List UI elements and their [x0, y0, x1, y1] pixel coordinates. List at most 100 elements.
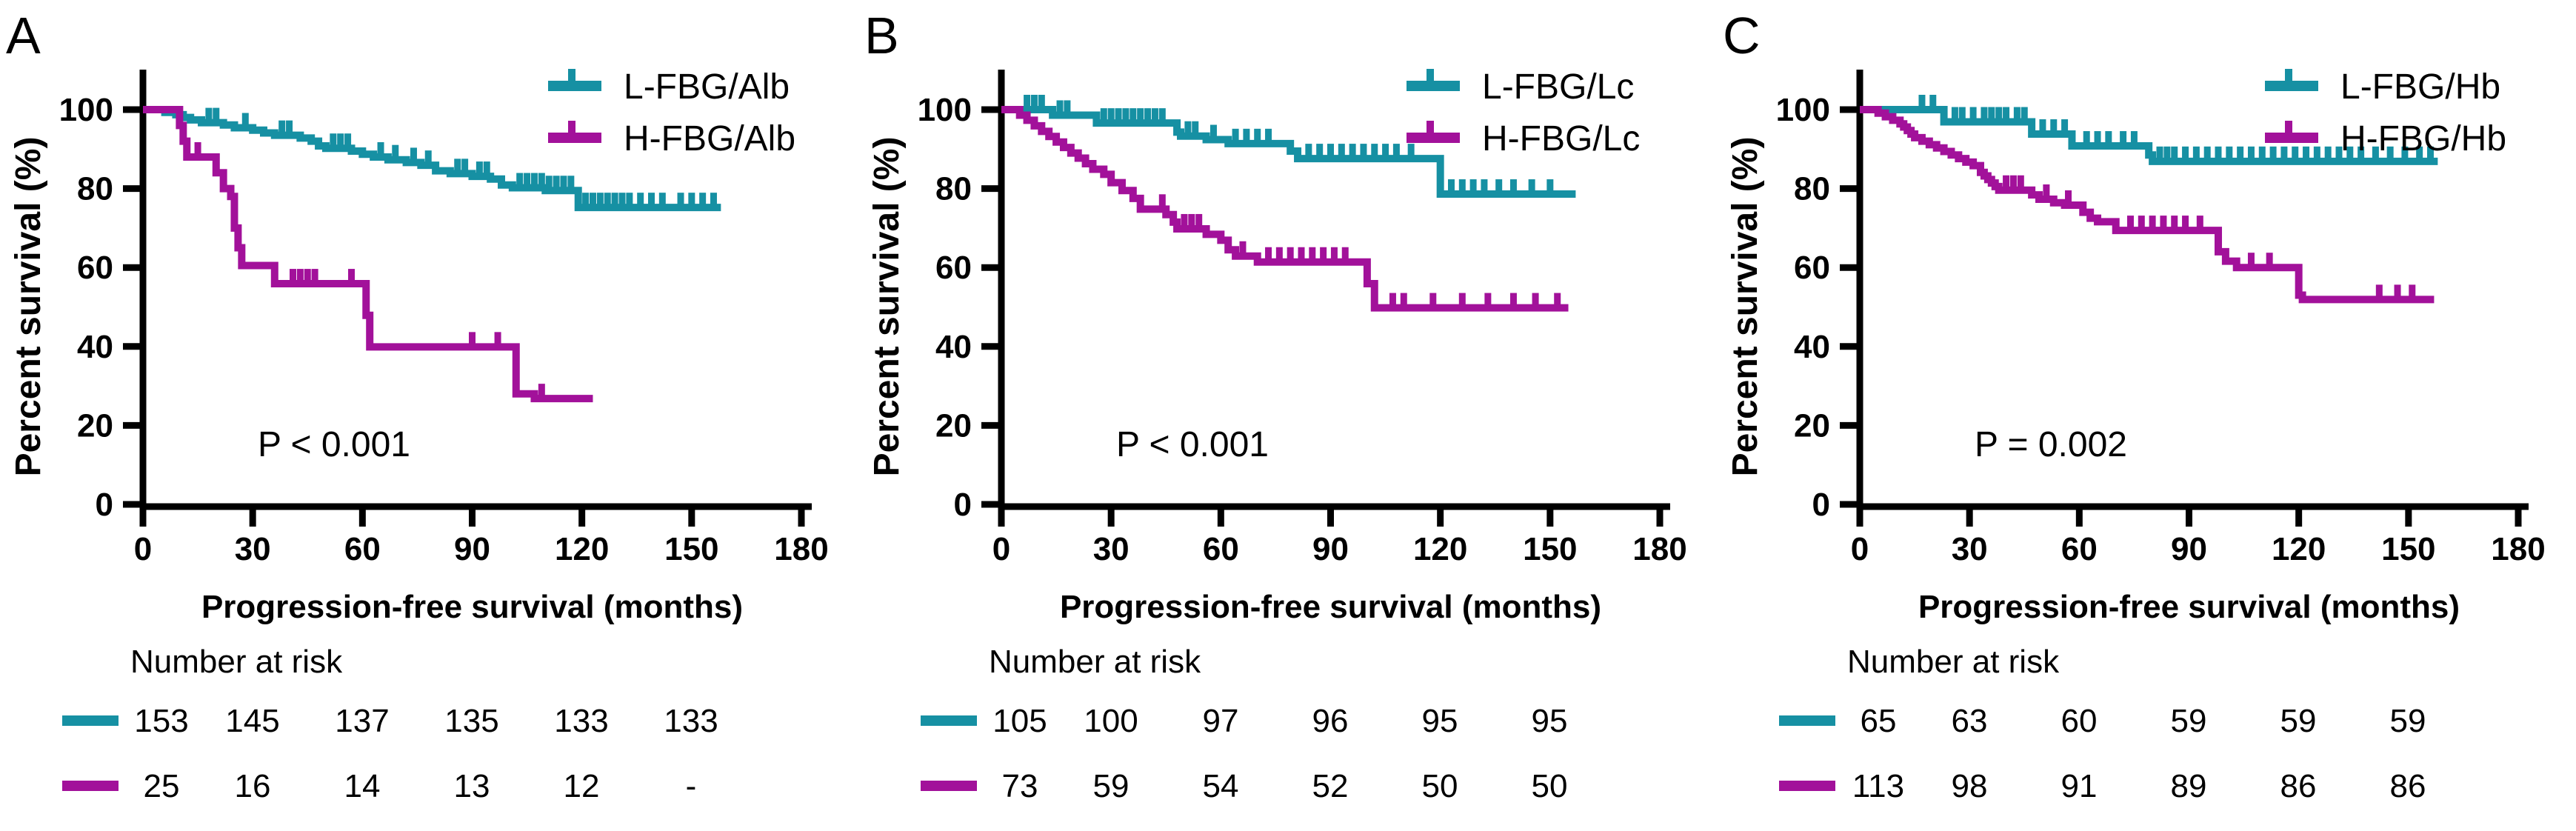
panel-label-a: A [6, 7, 41, 64]
y-tick-label: 0 [96, 487, 113, 523]
panel-a: A Percent survival (%) 0 20 40 60 80 100 0 30 60 90… [0, 0, 858, 831]
risk-count-l-fbg-lc-t60: 97 [1203, 703, 1239, 739]
y-tick-label: 80 [77, 171, 113, 207]
risk-count-l-fbg-hb-t150: 59 [2390, 703, 2426, 739]
risk-count-h-fbg-hb-t120: 86 [2280, 768, 2317, 804]
x-tick-label: 0 [134, 531, 152, 567]
y-tick-label: 40 [935, 329, 972, 365]
risk-count-l-fbg-alb-t90: 135 [444, 703, 498, 739]
risk-count-h-fbg-alb-t120: 12 [564, 768, 600, 804]
x-tick-label: 120 [2272, 531, 2326, 567]
censor-ticks-h-fbg-alb [194, 141, 545, 396]
survival-curve-l-fbg-lc [1001, 106, 1576, 198]
censor-ticks-l-fbg-lc [1024, 95, 1554, 192]
y-tick-label: 60 [77, 250, 113, 286]
x-axis-title: Progression-free survival (months) [1060, 589, 1601, 625]
legend-label-h-fbg-hb: H-FBG/Hb [2340, 119, 2506, 158]
risk-count-h-fbg-lc-t120: 50 [1422, 768, 1458, 804]
risk-count-l-fbg-alb-t150: 133 [664, 703, 718, 739]
y-tick-label: 100 [1776, 92, 1830, 128]
y-tick-label: 40 [1794, 329, 1830, 365]
x-tick-label: 60 [344, 531, 381, 567]
survival-curve-h-fbg-hb [1860, 106, 2435, 304]
risk-count-h-fbg-hb-t90: 89 [2171, 768, 2207, 804]
risk-count-h-fbg-lc-t30: 59 [1093, 768, 1129, 804]
risk-count-h-fbg-hb-t150: 86 [2390, 768, 2426, 804]
x-tick-label: 120 [1413, 531, 1467, 567]
risk-count-l-fbg-hb-t90: 59 [2171, 703, 2207, 739]
legend-label-l-fbg-hb: L-FBG/Hb [2340, 67, 2500, 107]
x-tick-label: 90 [1312, 531, 1349, 567]
y-tick-label: 0 [954, 487, 972, 523]
x-tick-label: 0 [992, 531, 1010, 567]
risk-count-l-fbg-lc-t150: 95 [1532, 703, 1568, 739]
km-chart-b: B Percent survival (%) 0 20 40 60 80 100 0 30 60 90… [864, 7, 1687, 804]
risk-count-l-fbg-hb-t0: 65 [1861, 703, 1897, 739]
risk-count-l-fbg-hb-t120: 59 [2280, 703, 2317, 739]
risk-count-h-fbg-alb-t150: - [686, 768, 697, 804]
number-at-risk-header: Number at risk [130, 644, 343, 680]
legend-label-l-fbg-lc: L-FBG/Lc [1482, 67, 1634, 107]
survival-curve-l-fbg-hb [1860, 106, 2438, 165]
censor-ticks-h-fbg-lc [1158, 194, 1561, 305]
km-chart-a: A Percent survival (%) 0 20 40 60 80 100 0 30 60 90… [6, 7, 829, 804]
survival-curve-l-fbg-alb [143, 106, 721, 212]
y-tick-label: 20 [935, 407, 972, 444]
y-axis-title: Percent survival (%) [1726, 137, 1765, 477]
x-tick-label: 30 [1093, 531, 1129, 567]
censor-ticks-l-fbg-hb [1918, 95, 2434, 158]
y-tick-label: 20 [1794, 407, 1830, 444]
number-at-risk-header: Number at risk [989, 644, 1201, 680]
y-tick-label: 60 [935, 250, 972, 286]
risk-count-h-fbg-alb-t90: 13 [454, 768, 490, 804]
risk-count-h-fbg-lc-t90: 52 [1312, 768, 1349, 804]
risk-count-l-fbg-lc-t90: 96 [1312, 703, 1349, 739]
panel-c: C Percent survival (%) 0 20 40 60 80 100 0 30 60 90… [1717, 0, 2575, 831]
y-tick-label: 80 [1794, 171, 1830, 207]
risk-count-h-fbg-lc-t0: 73 [1002, 768, 1038, 804]
panel-label-c: C [1723, 7, 1761, 64]
x-tick-label: 150 [2381, 531, 2435, 567]
x-tick-label: 90 [454, 531, 490, 567]
risk-count-h-fbg-lc-t60: 54 [1203, 768, 1239, 804]
risk-count-l-fbg-lc-t30: 100 [1084, 703, 1138, 739]
risk-count-l-fbg-hb-t30: 63 [1952, 703, 1988, 739]
y-tick-label: 60 [1794, 250, 1830, 286]
risk-count-h-fbg-hb-t0: 113 [1852, 768, 1904, 804]
x-tick-label: 120 [555, 531, 609, 567]
survival-curve-h-fbg-lc [1001, 106, 1569, 312]
x-tick-label: 30 [235, 531, 271, 567]
survival-curve-h-fbg-alb [143, 106, 593, 403]
y-axis-title: Percent survival (%) [867, 137, 907, 477]
risk-count-l-fbg-alb-t0: 153 [134, 703, 188, 739]
risk-count-h-fbg-alb-t60: 14 [344, 768, 381, 804]
p-value-annotation: P = 0.002 [1975, 425, 2127, 464]
legend-label-l-fbg-alb: L-FBG/Alb [624, 67, 790, 107]
y-tick-label: 100 [59, 92, 113, 128]
risk-count-l-fbg-alb-t30: 145 [225, 703, 279, 739]
x-tick-label: 60 [2061, 531, 2098, 567]
risk-count-h-fbg-hb-t30: 98 [1952, 768, 1988, 804]
risk-count-l-fbg-lc-t120: 95 [1422, 703, 1458, 739]
panel-b: B Percent survival (%) 0 20 40 60 80 100 0 30 60 90… [858, 0, 1717, 831]
risk-count-h-fbg-hb-t60: 91 [2061, 768, 2098, 804]
y-tick-label: 20 [77, 407, 113, 444]
x-tick-label: 90 [2171, 531, 2207, 567]
risk-count-l-fbg-alb-t120: 133 [554, 703, 608, 739]
km-chart-c: C Percent survival (%) 0 20 40 60 80 100 0 30 60 90… [1723, 7, 2546, 804]
legend-label-h-fbg-lc: H-FBG/Lc [1482, 119, 1640, 158]
x-tick-label: 180 [774, 531, 828, 567]
y-tick-label: 0 [1812, 487, 1830, 523]
x-tick-label: 30 [1952, 531, 1988, 567]
risk-count-h-fbg-alb-t30: 16 [235, 768, 271, 804]
y-tick-label: 100 [918, 92, 972, 128]
legend-label-h-fbg-alb: H-FBG/Alb [624, 119, 795, 158]
risk-count-l-fbg-alb-t60: 137 [335, 703, 389, 739]
p-value-annotation: P < 0.001 [258, 425, 410, 464]
x-tick-label: 150 [664, 531, 718, 567]
risk-count-l-fbg-hb-t60: 60 [2061, 703, 2098, 739]
censor-ticks-l-fbg-alb [205, 107, 717, 205]
x-axis-title: Progression-free survival (months) [201, 589, 743, 625]
y-tick-label: 40 [77, 329, 113, 365]
